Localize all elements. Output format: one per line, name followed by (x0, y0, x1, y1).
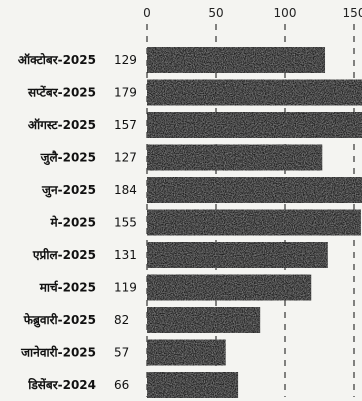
category-label: जुन-2025 (41, 183, 96, 198)
category-label: ऑगस्ट-2025 (28, 118, 96, 132)
category-label: मार्च-2025 (39, 281, 96, 295)
bar (147, 209, 361, 236)
category-label: डिसेंबर-2024 (27, 378, 96, 392)
data-label: 66 (114, 378, 129, 392)
data-label: 129 (114, 53, 137, 67)
data-label: 119 (114, 281, 137, 295)
data-label: 155 (114, 216, 137, 230)
x-axis-ticks: 0 50 100 150 (143, 6, 362, 20)
bar (147, 112, 362, 138)
category-label: एप्रील-2025 (32, 248, 96, 262)
bar (147, 144, 323, 171)
data-label: 157 (114, 118, 137, 132)
data-label: 184 (114, 183, 137, 197)
bar (147, 79, 362, 106)
data-label: 82 (114, 313, 129, 327)
category-label: मे-2025 (49, 216, 96, 230)
category-labels: ऑक्टोबर-2025 129 सप्टेंबर-2025 179 ऑगस्ट-202… (18, 53, 137, 392)
category-label: फेब्रुवारी-2025 (23, 313, 96, 328)
bar (147, 47, 326, 73)
x-tick-label: 150 (343, 6, 362, 20)
bar (147, 372, 239, 398)
category-label: ऑक्टोबर-2025 (18, 53, 96, 67)
bar (147, 242, 328, 268)
x-tick-label: 0 (143, 6, 151, 20)
x-tick-label: 100 (274, 6, 297, 20)
data-label: 57 (114, 346, 129, 360)
x-tick-label: 50 (208, 6, 223, 20)
bars (147, 47, 362, 398)
category-label: जुलै-2025 (40, 151, 96, 166)
bar (147, 177, 362, 203)
data-label: 179 (114, 86, 137, 100)
bar (147, 307, 261, 333)
category-label: सप्टेंबर-2025 (27, 86, 96, 100)
bar (147, 274, 312, 301)
bar (147, 339, 226, 366)
data-label: 131 (114, 248, 137, 262)
data-label: 127 (114, 151, 137, 165)
category-label: जानेवारी-2025 (20, 346, 96, 360)
